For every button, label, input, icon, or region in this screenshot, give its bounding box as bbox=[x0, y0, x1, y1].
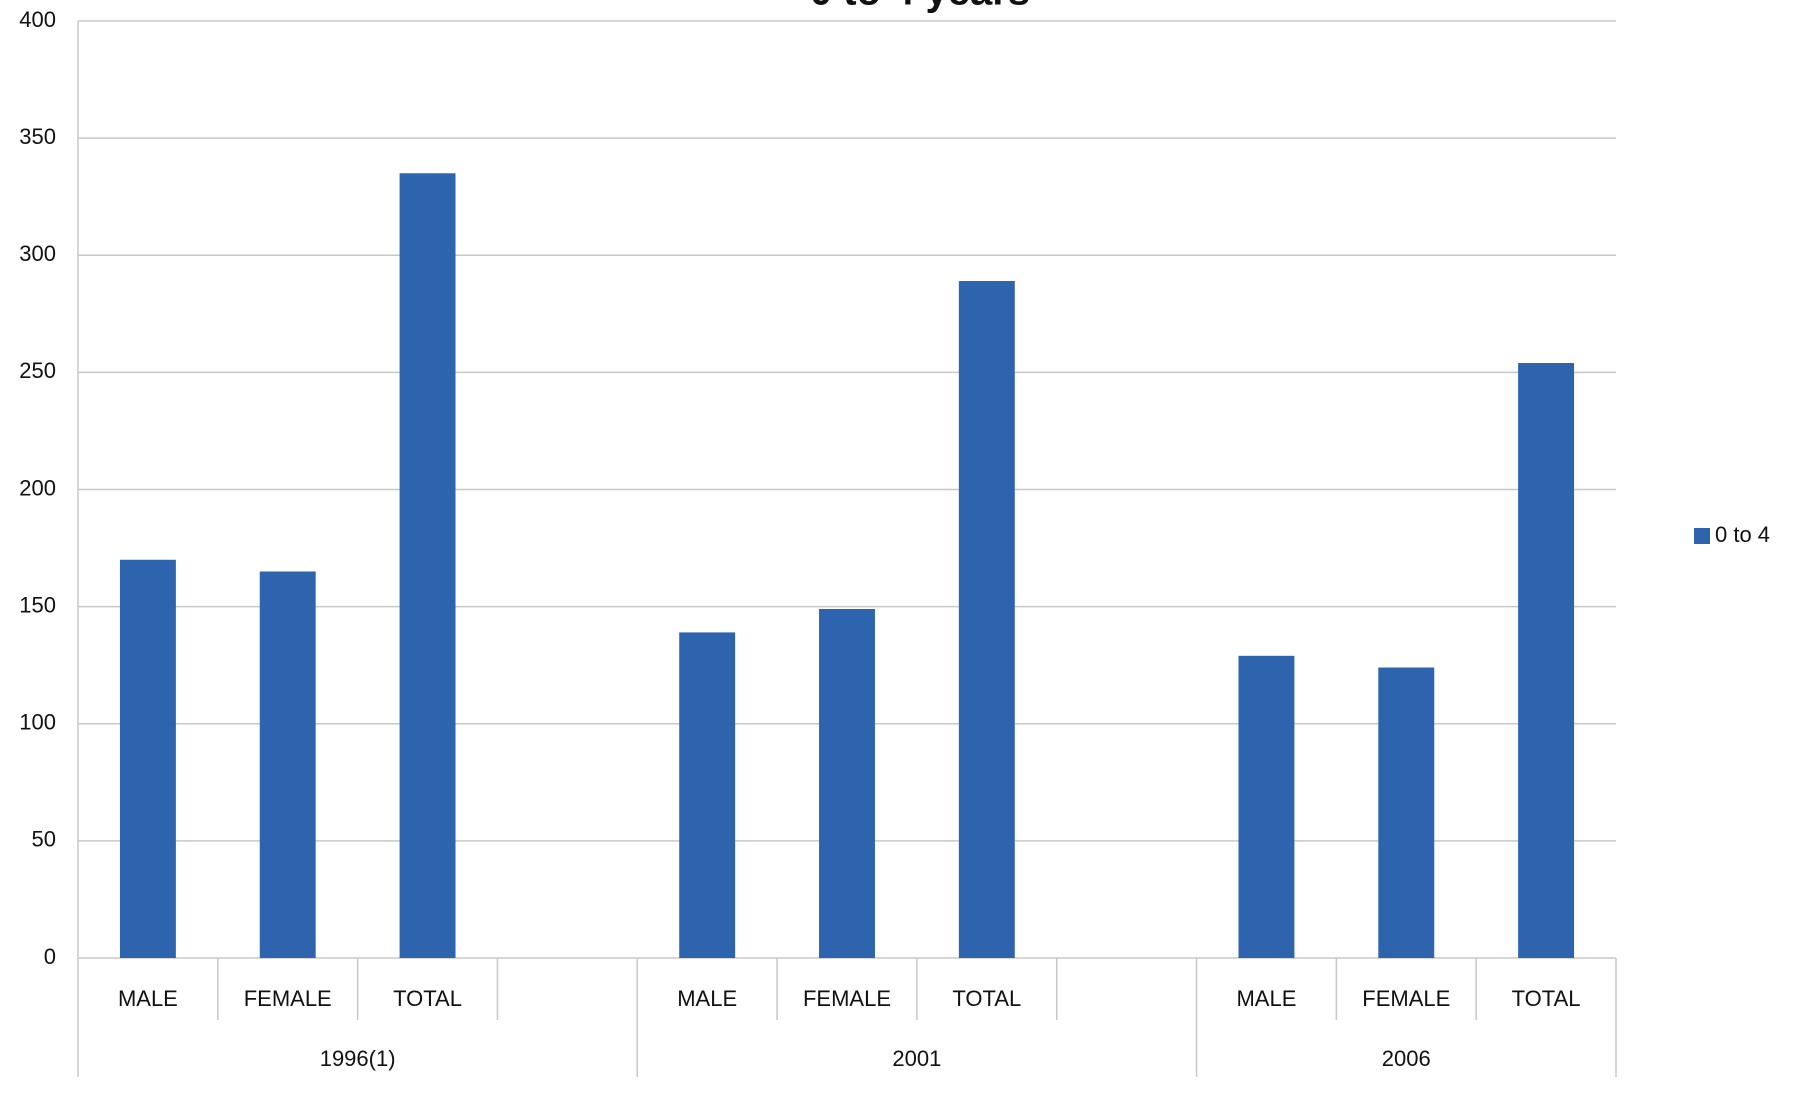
group-label: 2001 bbox=[892, 1046, 941, 1071]
x-tick-label: MALE bbox=[677, 986, 737, 1011]
x-tick-label: MALE bbox=[118, 986, 178, 1011]
bar bbox=[119, 559, 176, 958]
y-tick-label: 350 bbox=[19, 124, 56, 149]
x-tick-label: FEMALE bbox=[1362, 986, 1450, 1011]
bar bbox=[399, 173, 456, 958]
x-tick-label: TOTAL bbox=[1512, 986, 1581, 1011]
legend-swatch bbox=[1694, 528, 1710, 544]
bar bbox=[958, 281, 1015, 959]
group-label: 1996(1) bbox=[320, 1046, 396, 1071]
y-tick-label: 200 bbox=[19, 475, 56, 500]
group-label: 2006 bbox=[1382, 1046, 1431, 1071]
bar bbox=[819, 608, 875, 958]
y-tick-label: 300 bbox=[19, 241, 56, 266]
bar bbox=[1238, 655, 1295, 958]
bar bbox=[1518, 363, 1575, 958]
chart-title: 0 to 4 years bbox=[810, 0, 1030, 14]
bar bbox=[259, 571, 316, 958]
x-tick-label: MALE bbox=[1236, 986, 1296, 1011]
y-tick-label: 400 bbox=[19, 7, 56, 32]
x-tick-label: TOTAL bbox=[393, 986, 462, 1011]
y-tick-label: 0 bbox=[44, 944, 56, 969]
y-tick-label: 250 bbox=[19, 358, 56, 383]
x-tick-label: FEMALE bbox=[244, 986, 332, 1011]
bar bbox=[1378, 667, 1435, 958]
x-tick-label: FEMALE bbox=[803, 986, 891, 1011]
legend-label: 0 to 4 bbox=[1715, 522, 1770, 547]
bar bbox=[679, 632, 736, 958]
y-tick-label: 150 bbox=[19, 592, 56, 617]
x-tick-label: TOTAL bbox=[952, 986, 1021, 1011]
y-tick-label: 100 bbox=[19, 710, 56, 735]
y-tick-label: 50 bbox=[32, 827, 56, 852]
